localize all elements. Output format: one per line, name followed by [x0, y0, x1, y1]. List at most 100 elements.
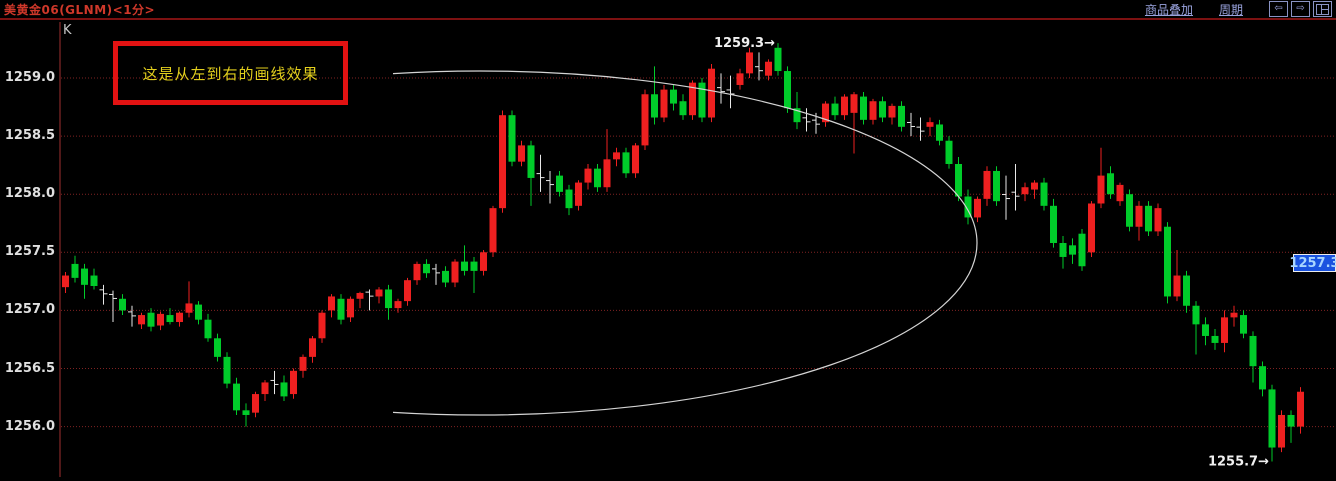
- candle: [736, 68, 744, 90]
- candle: [575, 180, 582, 211]
- price-extreme-annotation: 1255.7→: [1208, 454, 1269, 469]
- drawing-annotation-box[interactable]: 这是从左到右的画线效果: [113, 41, 348, 105]
- split-window-button[interactable]: [1313, 1, 1332, 17]
- candle: [822, 101, 829, 127]
- candle: [71, 255, 79, 283]
- candle: [185, 281, 193, 318]
- candle-doji: [432, 263, 440, 285]
- candle: [204, 313, 212, 342]
- current-price-badge: 1257.3: [1289, 254, 1336, 272]
- candle: [1287, 410, 1295, 443]
- candle: [670, 84, 677, 111]
- candle-doji: [128, 305, 136, 327]
- candle: [223, 352, 231, 389]
- forward-arrow-button[interactable]: ⇨: [1291, 1, 1310, 17]
- drawing-annotation-text: 这是从左到右的画线效果: [142, 64, 319, 83]
- candle: [974, 196, 981, 223]
- candle: [651, 66, 658, 125]
- candle: [1297, 387, 1304, 434]
- candle: [385, 284, 392, 320]
- candle: [470, 256, 478, 293]
- candle: [1021, 182, 1029, 202]
- candle: [622, 147, 630, 178]
- candle: [1078, 229, 1086, 271]
- candle: [641, 89, 649, 151]
- y-axis-tick-label: 1257.0: [4, 302, 55, 318]
- candle: [394, 298, 402, 313]
- toolbar-buttons: ⇦ ⇨: [1269, 1, 1332, 17]
- candle: [1211, 328, 1219, 350]
- toolbar-right: 商品叠加 周期 ⇦ ⇨: [1145, 1, 1336, 18]
- candle: [195, 301, 202, 325]
- y-axis-tick-label: 1258.5: [4, 128, 55, 144]
- candle: [1173, 249, 1181, 302]
- candle: [328, 294, 335, 318]
- candle: [1116, 182, 1124, 206]
- drawing-ellipse[interactable]: [0, 70, 978, 416]
- candle: [1126, 189, 1133, 232]
- y-axis-tick-label: 1259.0: [4, 70, 55, 85]
- candle-doji: [755, 52, 763, 81]
- candle-doji: [1011, 163, 1020, 211]
- candle: [62, 272, 69, 293]
- candle: [356, 291, 364, 309]
- candle: [888, 103, 896, 125]
- candle: [451, 259, 459, 288]
- back-arrow-icon: ⇦: [1274, 3, 1283, 14]
- candle-doji: [717, 73, 725, 104]
- forward-arrow-icon: ⇨: [1296, 3, 1305, 14]
- y-axis-tick-label: 1256.5: [4, 360, 55, 376]
- candle: [765, 59, 772, 81]
- chart-type-label: K: [63, 23, 72, 38]
- candle: [518, 140, 525, 167]
- candle: [850, 91, 858, 154]
- candle: [375, 287, 383, 304]
- candle: [499, 110, 506, 213]
- candle: [1097, 147, 1105, 209]
- candle: [1249, 331, 1257, 383]
- overlay-symbols-link[interactable]: 商品叠加: [1144, 2, 1193, 17]
- candle-doji: [270, 370, 279, 395]
- candle: [157, 311, 164, 331]
- candle: [119, 294, 126, 316]
- candle-doji: [99, 284, 108, 305]
- candle: [1278, 410, 1285, 453]
- candle: [309, 335, 316, 363]
- candle: [1154, 203, 1162, 237]
- candle: [784, 66, 791, 113]
- candle: [1050, 198, 1057, 248]
- candle: [404, 277, 411, 306]
- y-axis-tick-label: 1257.5: [4, 244, 55, 260]
- candle: [565, 184, 573, 216]
- candle: [489, 205, 497, 257]
- candle: [926, 117, 934, 137]
- candle: [527, 140, 535, 206]
- candle: [698, 78, 706, 123]
- top-toolbar: 美黄金06(GLNM)<1分> 商品叠加 周期 ⇦ ⇨: [0, 0, 1336, 20]
- candle: [584, 163, 592, 190]
- candle: [1135, 201, 1143, 241]
- candle: [252, 391, 259, 418]
- candle: [242, 403, 250, 427]
- candle: [993, 166, 1000, 206]
- candle: [147, 308, 155, 332]
- candle-doji: [916, 117, 925, 141]
- candle: [233, 377, 240, 415]
- candle: [1069, 238, 1076, 264]
- candle: [603, 129, 611, 192]
- back-arrow-button[interactable]: ⇦: [1269, 1, 1288, 17]
- candle-doji: [546, 170, 554, 204]
- candle: [90, 268, 98, 290]
- candle: [879, 96, 886, 123]
- candle: [660, 84, 668, 123]
- candle: [945, 136, 953, 169]
- period-link[interactable]: 周期: [1218, 2, 1243, 17]
- candle-doji: [109, 290, 117, 323]
- candle: [337, 294, 345, 325]
- candle: [166, 308, 174, 325]
- candle-doji: [536, 154, 545, 192]
- candle-doji: [726, 75, 735, 109]
- candle: [594, 163, 601, 192]
